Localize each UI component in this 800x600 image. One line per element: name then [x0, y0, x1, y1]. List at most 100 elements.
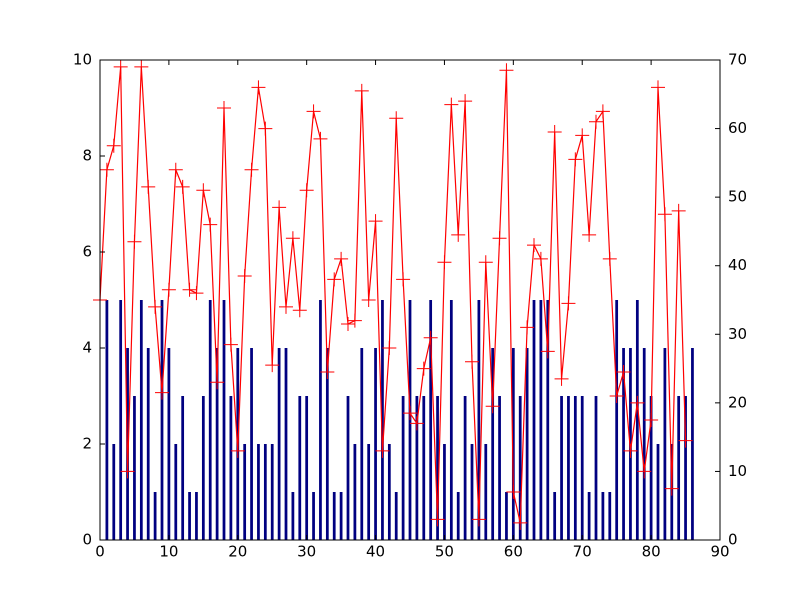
bar	[587, 492, 591, 540]
y-tick-label: 6	[82, 243, 92, 261]
point-marker	[568, 152, 583, 167]
point-marker	[258, 121, 273, 136]
bar	[339, 492, 343, 540]
bar	[160, 300, 164, 540]
bar	[394, 492, 398, 540]
bar	[498, 396, 501, 540]
bar	[663, 348, 667, 540]
bar	[436, 396, 439, 540]
bar	[567, 396, 570, 540]
bar	[401, 396, 405, 540]
bar	[105, 300, 109, 540]
x-tick-label: 70	[573, 543, 592, 561]
bar	[250, 348, 253, 540]
point-marker	[444, 97, 459, 112]
x-tick-label: 0	[95, 543, 105, 561]
bar	[491, 348, 495, 540]
bar	[532, 300, 536, 540]
bar	[456, 492, 460, 540]
point-marker	[161, 282, 176, 297]
y-tick-label: 0	[82, 531, 92, 549]
bar	[477, 300, 481, 540]
point-marker	[423, 330, 438, 345]
bar	[346, 396, 350, 540]
point-marker	[141, 179, 156, 194]
point-marker	[451, 227, 466, 242]
plot-frame	[99, 59, 721, 541]
x-tick-label: 10	[159, 543, 178, 561]
point-marker	[492, 231, 507, 246]
point-marker	[623, 443, 638, 458]
point-marker	[341, 317, 355, 331]
y-tick-label: 8	[82, 147, 92, 165]
bar	[353, 444, 357, 540]
point-marker	[244, 162, 259, 177]
point-marker	[292, 303, 307, 318]
point-marker	[230, 443, 245, 458]
bar	[208, 300, 212, 540]
point-marker	[99, 162, 114, 177]
bar	[622, 348, 625, 540]
point-marker	[630, 395, 645, 410]
x-tick-label: 50	[435, 543, 454, 561]
bar	[360, 348, 364, 540]
bar	[560, 396, 563, 540]
line	[99, 66, 687, 523]
bar	[174, 444, 178, 540]
bar	[139, 300, 143, 540]
bar	[153, 492, 157, 540]
y-tick-label: 4	[82, 339, 92, 357]
point-marker	[168, 162, 183, 177]
point-marker	[533, 251, 548, 266]
point-marker	[210, 375, 225, 390]
point-marker	[175, 179, 190, 194]
bar	[539, 300, 543, 540]
bar	[601, 492, 605, 540]
bar	[594, 396, 598, 540]
point-marker	[155, 385, 169, 400]
y2-tick-label: 0	[728, 531, 738, 549]
x-tick-label: 40	[366, 543, 385, 561]
point-marker	[237, 269, 252, 283]
point-marker	[279, 299, 293, 314]
bar	[684, 396, 687, 540]
bar	[642, 348, 646, 540]
point-marker	[368, 214, 383, 229]
point-marker	[540, 344, 555, 359]
point-marker	[513, 515, 528, 530]
point-marker	[409, 416, 424, 431]
point-marker	[458, 94, 473, 109]
bar	[470, 444, 474, 540]
point-marker	[657, 207, 672, 222]
y2-tick-label: 50	[728, 188, 747, 206]
bar	[635, 300, 639, 540]
point-marker	[134, 59, 149, 74]
bar	[580, 396, 584, 540]
point-marker	[403, 406, 417, 421]
bar	[298, 396, 302, 540]
bar	[387, 444, 391, 540]
point-marker	[602, 251, 617, 266]
point-marker	[375, 443, 390, 458]
bar	[215, 348, 219, 540]
point-marker	[265, 358, 280, 373]
bar	[546, 300, 550, 540]
point-marker	[106, 138, 121, 153]
point-marker	[334, 251, 349, 266]
bar	[284, 348, 288, 540]
point-marker	[485, 399, 500, 414]
bar	[181, 396, 185, 540]
point-marker	[361, 293, 376, 307]
y2-tick-label: 20	[728, 393, 747, 411]
bar	[188, 492, 191, 540]
bar	[112, 444, 116, 540]
bar	[332, 492, 336, 540]
point-marker	[148, 299, 163, 314]
bar	[312, 492, 315, 540]
point-marker	[520, 320, 535, 335]
bar	[367, 444, 371, 540]
point-marker	[527, 238, 541, 253]
bar	[505, 492, 508, 540]
point-marker	[589, 114, 603, 129]
